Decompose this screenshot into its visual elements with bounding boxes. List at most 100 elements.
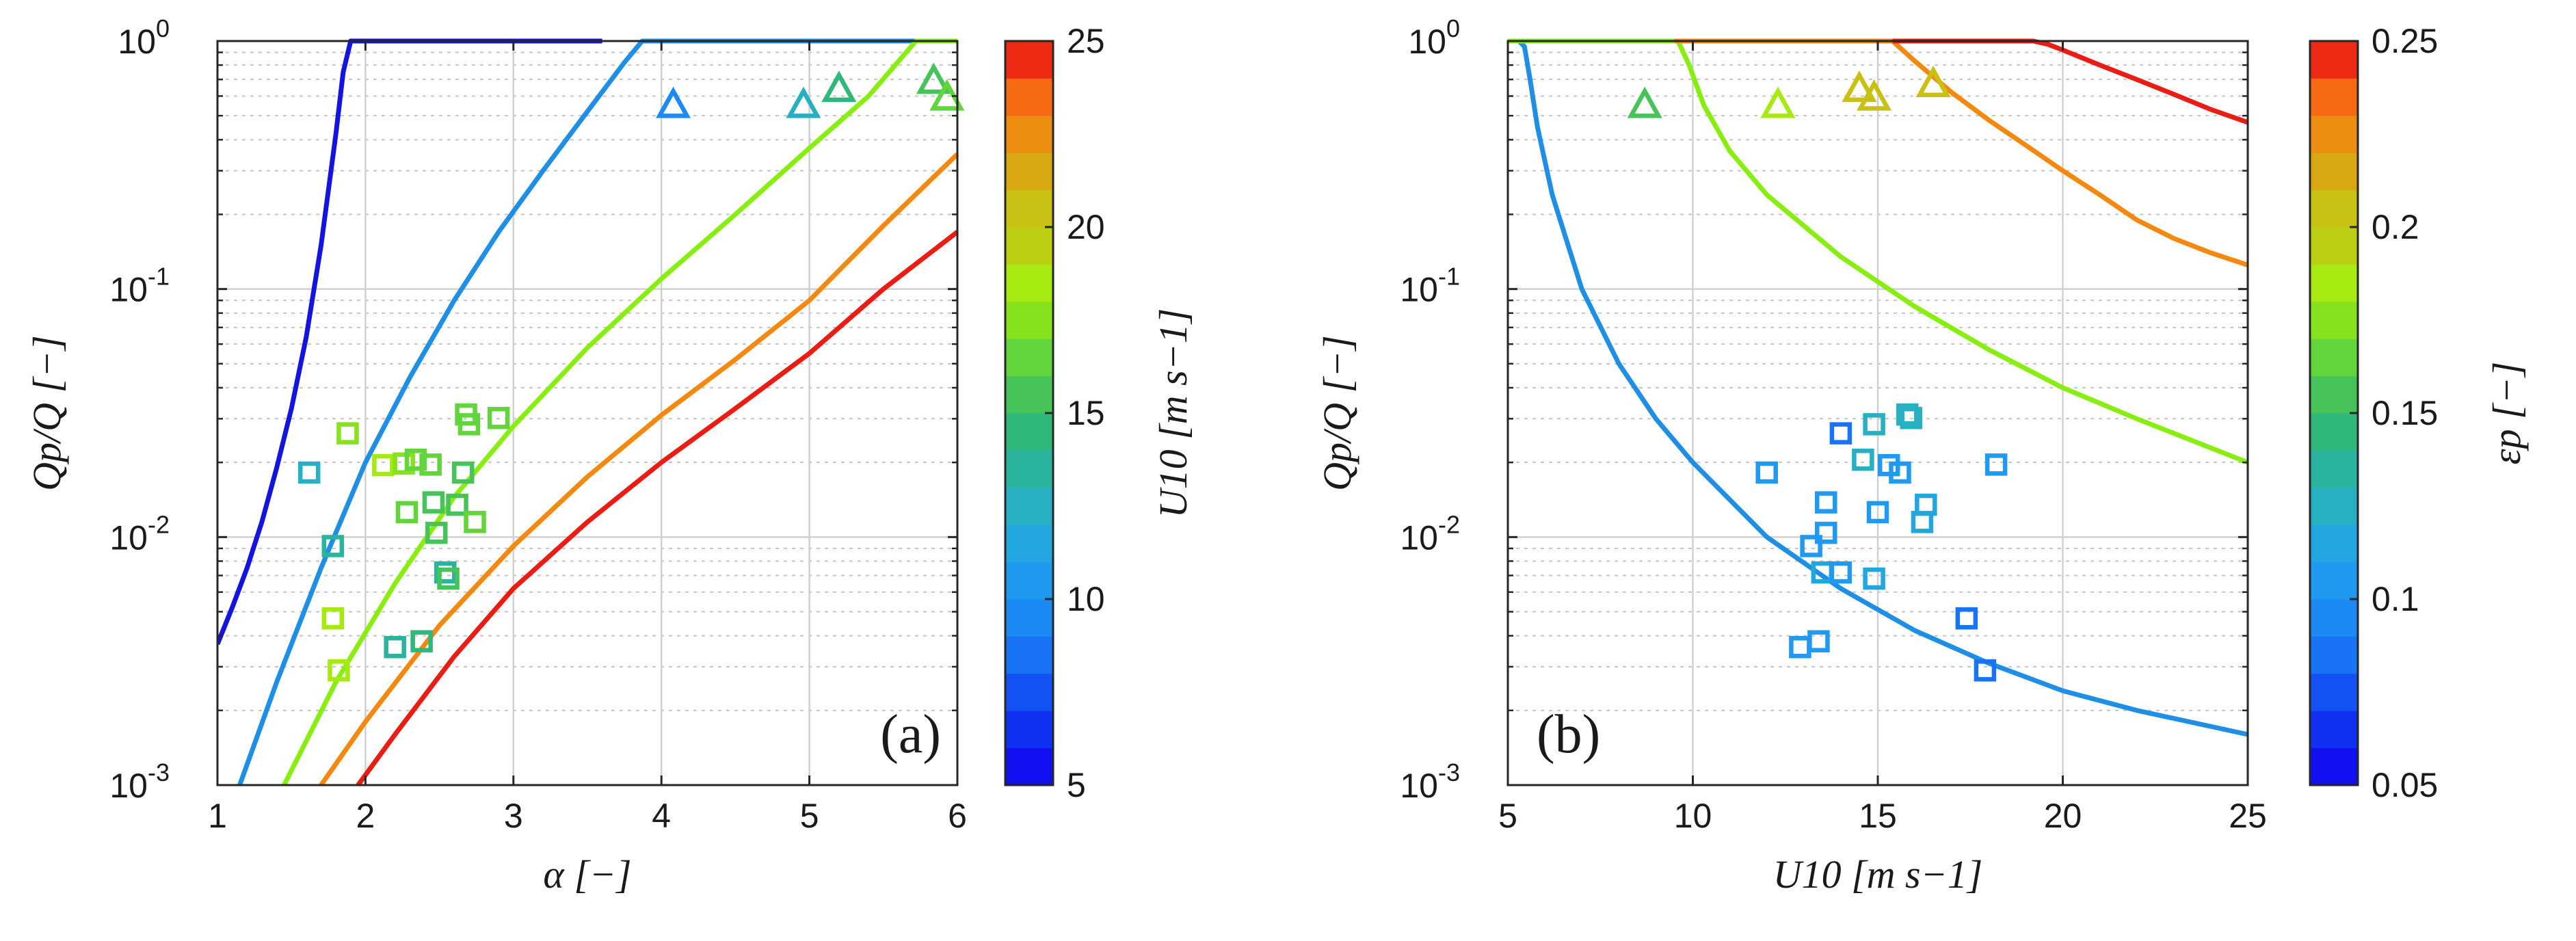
colorbar-segment [1005,301,1053,339]
plot-frame-a [216,40,959,786]
square-marker [422,491,445,514]
square-marker [297,461,321,484]
square-marker [1889,461,1911,484]
triangle-marker [1857,79,1892,111]
square-marker [1863,413,1885,436]
y-tick-label: 10-2 [1400,510,1460,557]
colorbar-segment [1005,487,1053,525]
square-marker [1900,407,1922,429]
x-tick-label: 4 [652,797,671,835]
colorbar-tick-label: 0.15 [2372,394,2438,432]
x-axis-label-b: U10 [m s−1] [1773,852,1983,897]
square-marker [1863,567,1885,590]
colorbar-segment [2310,524,2358,563]
panel-label-a: (a) [880,704,941,765]
colorbar-segment [1005,449,1053,488]
y-axis-label-a: Qp/Q [−] [25,335,69,491]
square-marker [404,449,427,471]
panel-a: 1 2 3 4 5 6 10-3 10-2 10-1 100 (a) α [−] Qp/Q [−]… [25,14,1195,897]
colorbar-b: 0.05 0.1 0.15 0.2 0.25 [2309,22,2438,804]
square-marker [1852,449,1874,471]
square-marker [1955,607,1978,630]
square-marker [1866,501,1889,524]
y-tick-label: 10-2 [109,510,170,557]
y-tick-label: 100 [1408,14,1460,61]
x-tick-label: 2 [356,797,375,835]
square-marker [372,453,395,477]
x-tick-label: 15 [1859,797,1897,835]
grid-b [1508,41,2248,785]
markers-b [1627,66,2008,682]
square-marker [1984,453,2008,476]
series-line-4 [1892,38,2249,125]
series-line-3 [1674,38,2249,267]
square-marker [1829,422,1853,445]
colorbar-label-a: U10 [m s−1] [1151,308,1195,518]
colorbar-tick-label: 15 [1067,394,1105,432]
y-tick-label: 10-3 [1400,758,1460,805]
square-marker [457,413,481,436]
colorbar-segment [1005,152,1053,191]
series-lines-b [1508,38,2249,737]
ticks-a: 1 2 3 4 5 6 10-3 10-2 10-1 100 [109,14,967,835]
triangle-marker [1627,86,1662,118]
colorbar-tick-label: 25 [1067,22,1105,60]
square-marker [1800,535,1822,557]
colorbar-segment [1005,524,1053,563]
y-tick-label: 100 [118,14,170,61]
colorbar-segment [2310,673,2358,711]
x-axis-label-a: α [−] [543,852,631,897]
colorbar-segment [1005,412,1053,451]
colorbar-tick-label: 0.05 [2372,766,2438,804]
square-marker [1815,521,1837,544]
panel-b: 5 10 15 20 25 10-3 10-2 10-1 100 (b) U10 [m s−1]… [1315,14,2529,897]
series-lines-a [217,38,959,787]
colorbar-segment [1005,598,1053,637]
square-marker [336,422,359,445]
square-marker [1974,659,1997,682]
colorbar-segment [1005,710,1053,749]
colorbar-tick-label: 5 [1067,766,1086,804]
triangle-marker [786,86,821,118]
colorbar-segment [2310,561,2358,600]
x-tick-label: 25 [2229,797,2267,835]
x-tick-label: 1 [208,797,227,835]
x-tick-label: 5 [1498,797,1517,835]
colorbar-segment [1005,263,1053,302]
colorbar-label-b: εp [−] [2484,362,2529,465]
square-marker [1915,493,1937,516]
colorbar-segment [1005,115,1053,153]
colorbar-segment [1005,189,1053,228]
square-marker [328,659,350,682]
colorbar-segment [2310,152,2358,191]
square-marker [437,567,460,590]
square-marker [1829,561,1853,584]
colorbar-segment [2310,412,2358,451]
colorbar-segment [2310,263,2358,302]
square-marker [321,607,345,630]
series-line-2 [1508,38,2249,465]
square-marker [425,521,448,544]
y-tick-label: 10-1 [109,263,170,309]
colorbar-a: 5 10 15 20 25 [1004,22,1105,804]
colorbar-segment [2310,747,2358,786]
colorbar-segment [2310,635,2358,674]
colorbar-segment [1005,77,1053,116]
colorbar-segment [2310,487,2358,525]
colorbar-segment [1005,40,1053,79]
square-marker [1807,630,1830,652]
series-line-2 [237,38,957,786]
colorbar-tick-label: 0.25 [2372,22,2438,60]
square-marker [487,407,510,429]
square-marker [393,452,415,475]
square-marker [384,635,406,659]
colorbar-segment [1005,375,1053,414]
square-marker [321,535,345,557]
ticks-b: 5 10 15 20 25 10-3 10-2 10-1 100 [1400,14,2266,835]
x-tick-label: 20 [2044,797,2082,835]
colorbar-segment [2310,226,2358,265]
y-tick-label: 10-3 [109,758,170,805]
triangle-marker [1915,66,1951,97]
grid-a [217,41,957,785]
